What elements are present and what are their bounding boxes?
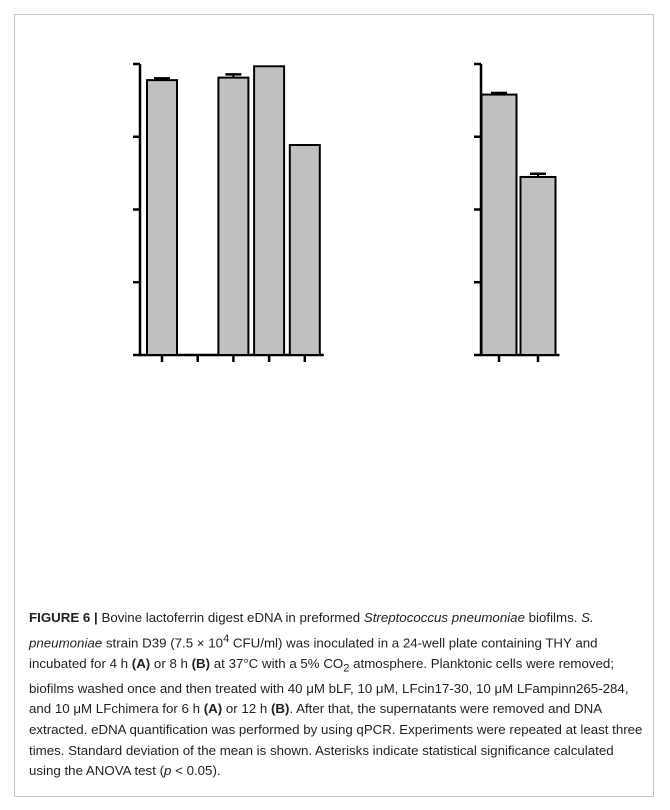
- caption-text-7: atmosphere. Planktonic cells were remove…: [29, 655, 629, 717]
- caption-text-4: CFU/ml) was inoculated in a 24-well plat…: [29, 635, 598, 671]
- caption-text-10: < 0.05).: [171, 763, 221, 779]
- caption-text-3: strain D39 (7.5 × 10: [102, 635, 224, 651]
- caption-text-2: biofilms.: [524, 610, 582, 625]
- caption-subscript: 2: [343, 662, 350, 675]
- bar: [519, 175, 557, 356]
- caption-text-1: Bovine lactoferrin digest eDNA in prefor…: [97, 610, 364, 625]
- caption-p-symbol: p: [164, 763, 172, 779]
- caption-figure-label: FIGURE 6 |: [29, 610, 98, 625]
- panel-b-chart: [474, 62, 560, 362]
- caption-ref-a: (A): [131, 655, 151, 671]
- bar: [217, 76, 250, 356]
- bar: [253, 65, 286, 356]
- caption-species: Streptococcus pneumoniae: [363, 610, 525, 625]
- caption-ref-b: (B): [191, 655, 211, 671]
- figure-charts: [133, 62, 560, 362]
- caption-ref-a-2: (A): [203, 701, 223, 717]
- figure-caption: FIGURE 6 | Bovine lactoferrin digest eDN…: [29, 608, 643, 782]
- panel-a-chart: [133, 62, 324, 362]
- caption-species-abbrev: S. pneumoniae: [29, 610, 594, 651]
- bar: [288, 144, 321, 356]
- figure-panel: FIGURE 6 | Bovine lactoferrin digest eDN…: [14, 14, 654, 797]
- caption-text-6: at 37°C with a 5% CO: [210, 655, 344, 671]
- caption-text-9: . After that, the supernatants were remo…: [29, 701, 643, 779]
- caption-exponent: 4: [223, 632, 230, 645]
- bar: [480, 93, 518, 356]
- caption-text-8: or 12 h: [222, 701, 271, 717]
- caption-text-5: or 8 h: [150, 655, 192, 671]
- bar: [146, 79, 178, 356]
- caption-ref-b-2: (B): [270, 701, 290, 717]
